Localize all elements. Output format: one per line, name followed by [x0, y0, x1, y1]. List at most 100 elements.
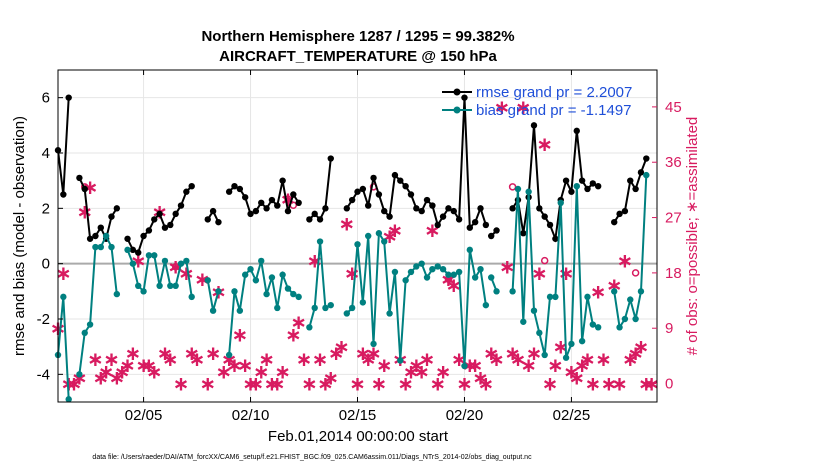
bias-point — [225, 351, 233, 359]
y-tick-label: 2 — [42, 200, 50, 217]
obs-assimilated-marker: ∗ — [456, 372, 473, 396]
obs-assimilated-marker: ∗ — [387, 218, 404, 242]
obs-assimilated-marker: ∗ — [520, 353, 537, 377]
legend-rmse-marker — [453, 88, 461, 96]
bias-point — [343, 310, 351, 317]
bias-point — [520, 318, 527, 325]
obs-assimilated-marker: ∗ — [397, 372, 414, 396]
x-axis-ticks: 02/05 02/10 02/15 02/20 02/25 — [125, 70, 590, 424]
rmse-point — [562, 177, 570, 184]
bias-point — [274, 304, 281, 312]
obs-assimilated-marker: ∗ — [199, 372, 216, 396]
rmse-point — [252, 207, 260, 215]
rmse-point — [482, 221, 490, 229]
rmse-point — [135, 249, 142, 256]
obs-assimilated-marker: ∗ — [611, 372, 628, 396]
bias-point — [466, 246, 474, 254]
obs-assimilated-marker: ∗ — [173, 372, 190, 396]
obs-assimilated-marker: ∗ — [344, 261, 361, 285]
rmse-point — [461, 94, 468, 101]
legend-bias-label: bias grand pr = -1.1497 — [476, 102, 632, 119]
rmse-point — [140, 232, 147, 240]
rmse-point — [584, 185, 591, 193]
rmse-point — [402, 183, 409, 190]
bias-point — [204, 277, 211, 284]
rmse-point — [434, 221, 441, 229]
rmse-point — [231, 183, 238, 190]
obs-assimilated-marker: ∗ — [274, 359, 291, 383]
rmse-point — [316, 216, 324, 223]
rmse-point — [546, 221, 554, 229]
bias-point — [290, 290, 297, 298]
bias-point — [161, 257, 169, 265]
bias-point — [322, 304, 329, 312]
bias-point — [86, 321, 94, 328]
obs-assimilated-marker: ∗ — [258, 347, 275, 371]
rmse-point — [536, 205, 543, 212]
rmse-point — [450, 207, 457, 215]
bias-point — [482, 301, 490, 309]
obs-assimilated-marker: ∗ — [510, 347, 527, 371]
rmse-point — [215, 218, 222, 226]
y2-tick-label: 45 — [665, 99, 682, 116]
obs-assimilated-marker: ∗ — [515, 95, 532, 119]
bias-point — [370, 340, 377, 348]
rmse-point — [530, 122, 538, 129]
x-tick-label: 02/15 — [339, 407, 377, 424]
rmse-point — [188, 183, 195, 190]
bias-point — [209, 307, 217, 314]
obs-assimilated-marker: ∗ — [547, 353, 564, 377]
obs-assimilated-marker: ∗ — [269, 372, 286, 396]
bias-point — [477, 266, 484, 273]
bias-point — [381, 238, 388, 245]
obs-assimilated-marker: ∗ — [558, 261, 575, 285]
bias-point — [386, 310, 393, 317]
rmse-point — [60, 191, 67, 198]
bias-point — [241, 271, 249, 278]
bias-point — [418, 260, 425, 267]
obs-assimilated-marker: ∗ — [135, 353, 152, 377]
bias-point — [439, 266, 447, 273]
obs-assimilated-marker: ∗ — [194, 267, 211, 291]
bias-point — [557, 199, 564, 206]
bias-point — [493, 288, 500, 295]
rmse-point — [258, 199, 265, 206]
rmse-point — [397, 177, 404, 184]
rmse-point — [386, 213, 393, 220]
rmse-point — [493, 227, 500, 234]
series-lines — [54, 94, 650, 403]
rmse-point — [632, 185, 639, 193]
bias-point — [236, 307, 244, 314]
rmse-point — [295, 199, 302, 206]
bias-point — [359, 299, 367, 306]
bias-point — [156, 282, 163, 289]
obs-assimilated-marker: ∗ — [574, 353, 591, 377]
obs-assimilated-marker: ∗ — [221, 347, 238, 371]
y-tick-label: 0 — [42, 256, 50, 273]
rmse-point — [225, 188, 233, 195]
bias-point — [258, 257, 265, 265]
rmse-point — [381, 207, 388, 215]
obs-assimilated-marker: ∗ — [178, 261, 195, 285]
y-tick-label: -2 — [37, 311, 50, 328]
obs-assimilated-marker: ∗ — [237, 353, 254, 377]
rmse-point — [124, 235, 131, 242]
footnote: data file: /Users/raeder/DAI/ATM_forcXX/… — [92, 454, 532, 461]
obs-assimilated-marker: ∗ — [526, 341, 543, 365]
bias-point — [391, 268, 399, 276]
obs-assimilated-marker: ∗ — [189, 347, 206, 371]
obs-assimilated-marker: ∗ — [536, 132, 553, 156]
bias-point — [76, 371, 83, 378]
bias-point — [514, 185, 522, 193]
obs-assimilated-marker: ∗ — [87, 347, 104, 371]
obs-assimilated-marker: ∗ — [215, 359, 232, 383]
rmse-point — [311, 210, 318, 218]
obs-assimilated-marker: ∗ — [595, 347, 612, 371]
bias-point — [284, 285, 292, 292]
bias-point — [402, 277, 409, 284]
rmse-point — [552, 235, 559, 242]
rmse-point — [391, 171, 399, 179]
bias-point — [183, 257, 190, 265]
bias-point — [546, 293, 554, 301]
bias-point — [113, 290, 121, 298]
